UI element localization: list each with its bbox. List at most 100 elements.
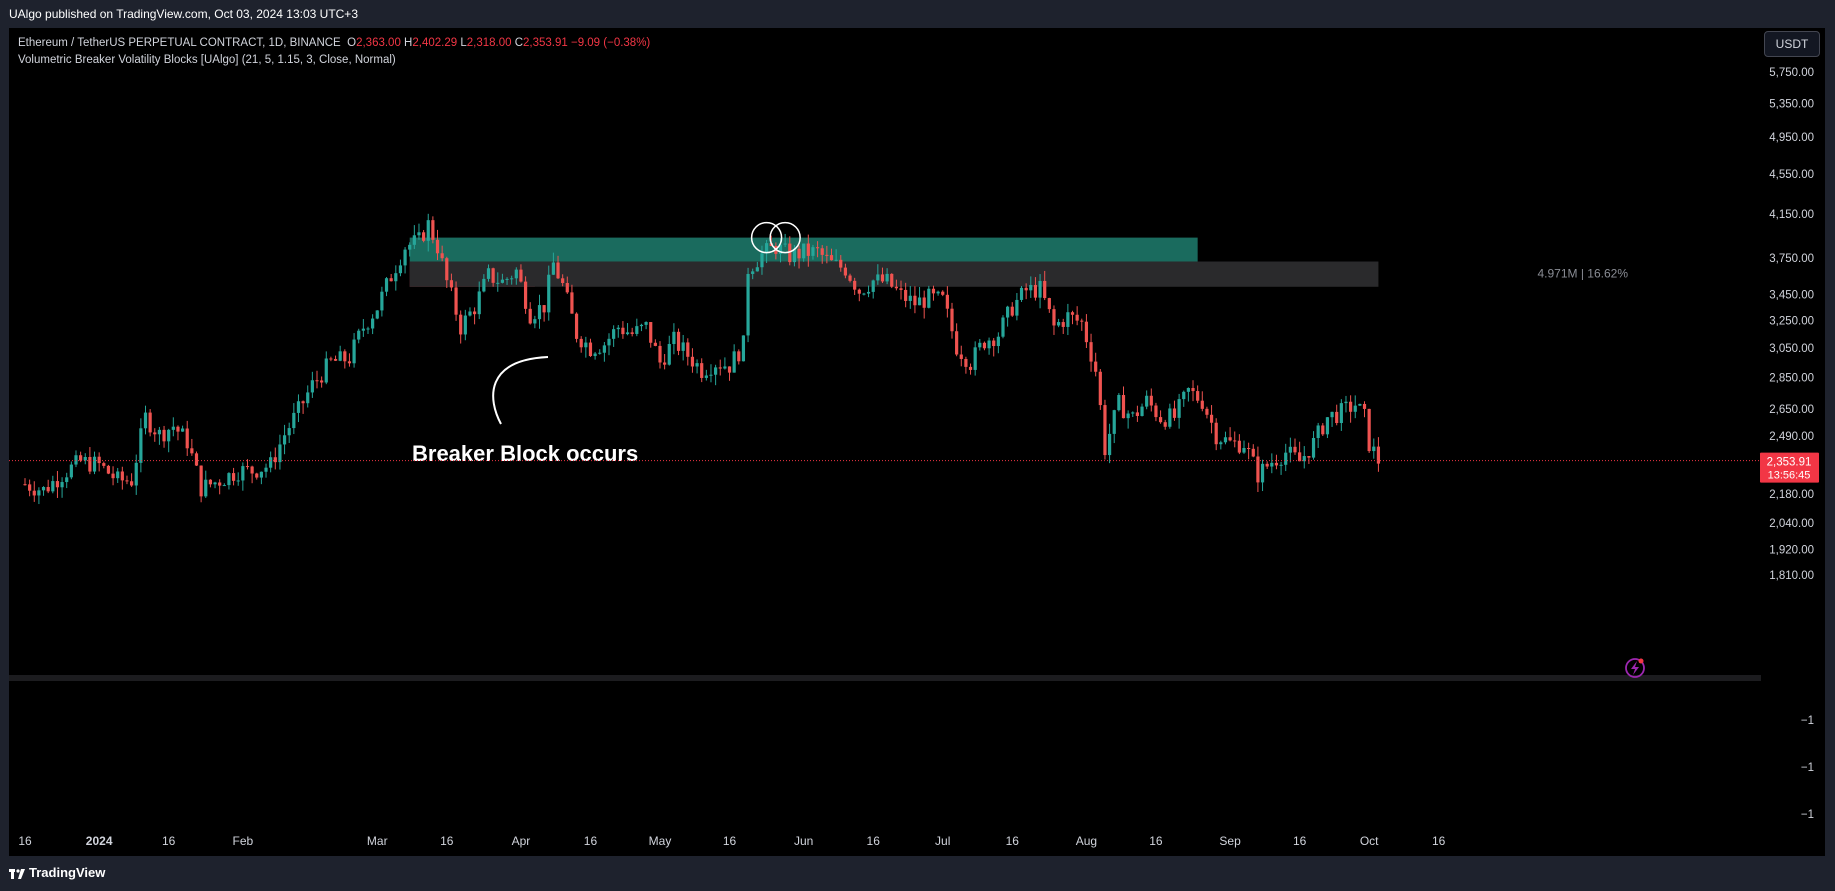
candle: [862, 292, 866, 296]
x-tick-label: 16: [584, 834, 598, 848]
x-tick-label: 16: [1006, 834, 1020, 848]
candle: [352, 333, 356, 368]
footer-brand[interactable]: TradingView: [9, 862, 105, 884]
sub-pane-tick-label: −1: [1801, 715, 1814, 727]
y-tick-label: 2,490.00: [1769, 431, 1814, 443]
candle: [741, 335, 746, 362]
candle: [1256, 446, 1260, 492]
candle: [820, 245, 824, 264]
candle: [1298, 441, 1302, 462]
candle: [273, 447, 277, 470]
y-tick-label: 2,180.00: [1769, 489, 1814, 501]
candle: [472, 307, 477, 325]
candle: [802, 243, 806, 262]
candle: [1131, 411, 1135, 418]
x-tick-label: 16: [1432, 834, 1446, 848]
candle: [876, 264, 880, 285]
tradingview-logo-icon: [9, 868, 25, 879]
candle: [482, 274, 486, 293]
x-tick-label: 16: [440, 834, 454, 848]
legend-indicator: Volumetric Breaker Volatility Blocks [UA…: [18, 54, 396, 66]
candle: [65, 472, 69, 489]
candle: [486, 264, 491, 282]
candle: [885, 268, 889, 285]
lightning-alert-icon[interactable]: [1625, 658, 1645, 678]
chart-frame[interactable]: [9, 28, 1825, 856]
candle: [913, 286, 917, 314]
y-tick-label: 2,040.00: [1769, 518, 1814, 530]
candle: [950, 302, 954, 339]
candle: [908, 285, 912, 309]
candle: [834, 249, 838, 262]
candle: [727, 366, 732, 381]
candle: [222, 483, 226, 487]
y-tick-label: 1,920.00: [1769, 544, 1814, 556]
candle: [1200, 391, 1204, 412]
candle: [839, 255, 843, 272]
published-text: UAlgo published on TradingView.com, Oct …: [9, 7, 358, 21]
candle: [1186, 387, 1190, 402]
candle: [310, 371, 314, 398]
candle: [435, 229, 440, 261]
x-tick-label: 16: [867, 834, 881, 848]
candle: [296, 394, 301, 423]
pane-separator[interactable]: [9, 675, 1761, 681]
x-tick-label: May: [649, 834, 672, 848]
candle: [333, 355, 338, 362]
candle: [973, 341, 977, 376]
candle: [1335, 404, 1339, 426]
candle: [51, 475, 55, 494]
candle: [23, 478, 27, 486]
y-tick-label: 3,250.00: [1769, 315, 1814, 327]
candle: [1196, 385, 1200, 404]
candle: [347, 353, 352, 367]
candle: [1251, 444, 1255, 458]
candle: [454, 281, 458, 321]
candle: [1293, 438, 1297, 455]
x-tick-label: 2024: [86, 834, 113, 848]
candle: [1191, 380, 1195, 402]
candle: [463, 309, 467, 341]
legend-o-label: O: [347, 37, 357, 49]
y-tick-label: 4,550.00: [1769, 169, 1814, 181]
candle: [357, 328, 361, 344]
candle: [269, 451, 273, 473]
candle: [663, 354, 667, 370]
candle: [130, 473, 134, 487]
candle: [1024, 283, 1028, 300]
candle: [1349, 395, 1353, 423]
candle: [1126, 410, 1130, 429]
candle: [422, 230, 426, 243]
annotation-arrow: [492, 356, 549, 425]
y-tick-label: 5,750.00: [1769, 67, 1814, 79]
currency-button[interactable]: USDT: [1764, 31, 1820, 57]
candle: [1033, 277, 1038, 301]
candle: [695, 359, 699, 374]
y-tick-label: 1,810.00: [1769, 570, 1814, 582]
legend-h-value: 2,402.29: [412, 37, 458, 49]
candle: [282, 424, 287, 455]
candle: [533, 315, 537, 329]
candle: [1163, 419, 1167, 430]
candle: [329, 356, 333, 362]
candle: [496, 272, 500, 292]
candle: [584, 336, 588, 358]
candle: [639, 323, 644, 332]
candle: [1038, 274, 1042, 309]
candle: [32, 481, 36, 502]
candle: [97, 452, 101, 472]
candle: [922, 290, 926, 319]
y-tick-label: 4,950.00: [1769, 132, 1814, 144]
candle: [74, 450, 78, 468]
legend-indicator-row[interactable]: Volumetric Breaker Volatility Blocks [UA…: [18, 52, 650, 69]
x-tick-label: 16: [1293, 834, 1307, 848]
candle: [917, 286, 922, 306]
candle: [324, 351, 328, 385]
candle: [338, 345, 342, 362]
candle: [185, 420, 189, 456]
candle: [598, 349, 602, 355]
candle: [982, 341, 987, 351]
candle: [806, 234, 810, 267]
